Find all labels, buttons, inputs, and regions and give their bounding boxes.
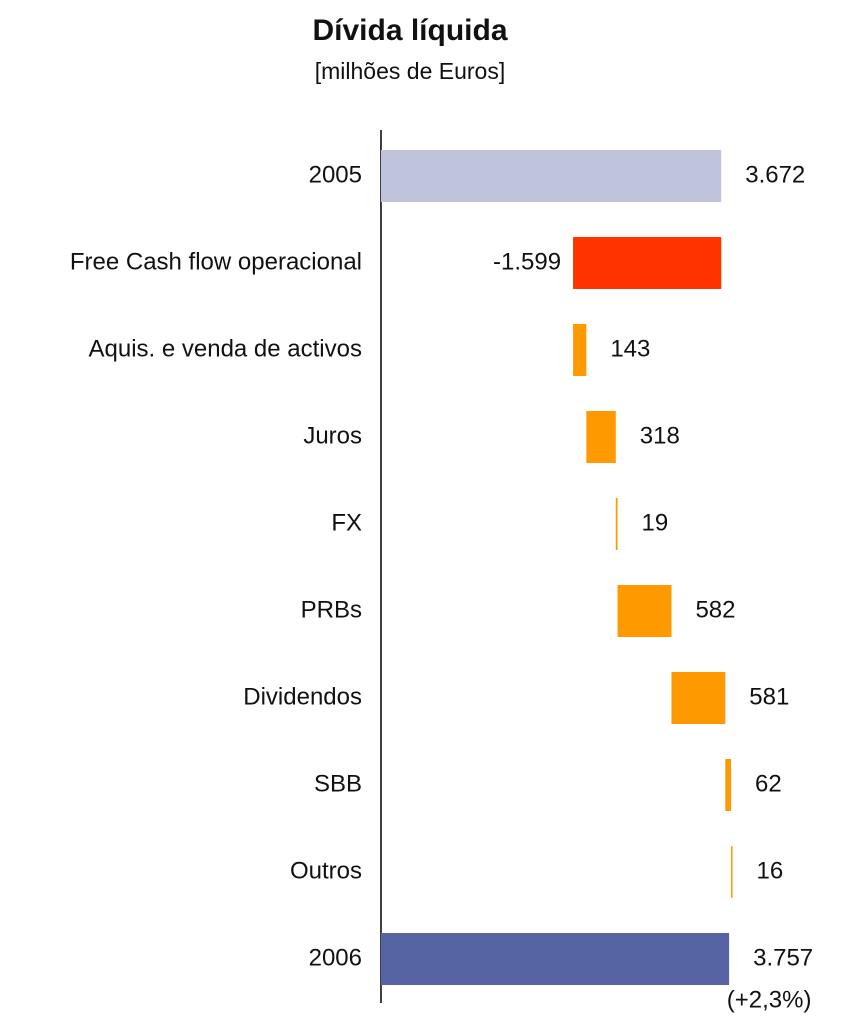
category-label: SBB — [314, 770, 362, 797]
chart-title: Dívida líquida — [312, 14, 507, 47]
value-label: 582 — [695, 596, 735, 623]
bar — [671, 672, 726, 724]
value-label: 143 — [610, 335, 650, 362]
bar — [381, 150, 722, 202]
bar — [617, 585, 672, 637]
value-label: 19 — [642, 509, 669, 536]
value-label: -1.599 — [493, 248, 561, 275]
annotation: (+2,3%) — [727, 986, 812, 1013]
category-label: Juros — [303, 422, 362, 449]
bar — [731, 846, 733, 898]
category-label: Outros — [290, 857, 362, 884]
value-label: 318 — [640, 422, 680, 449]
value-label: 581 — [749, 683, 789, 710]
category-label: 2005 — [309, 161, 362, 188]
bar — [381, 933, 730, 985]
category-label: 2006 — [309, 944, 362, 971]
value-label: 62 — [755, 770, 782, 797]
chart-subtitle: [milhões de Euros] — [315, 58, 505, 84]
bar — [586, 411, 616, 463]
value-label: 3.672 — [745, 161, 805, 188]
bar — [573, 324, 587, 376]
category-label: Free Cash flow operacional — [70, 248, 362, 275]
value-label: 16 — [757, 857, 784, 884]
bar — [573, 237, 722, 289]
value-label: 3.757 — [753, 944, 813, 971]
bar — [725, 759, 732, 811]
category-label: Aquis. e venda de activos — [88, 335, 362, 362]
bar — [615, 498, 618, 550]
category-label: PRBs — [301, 596, 362, 623]
category-label: FX — [331, 509, 362, 536]
category-label: Dividendos — [243, 683, 362, 710]
